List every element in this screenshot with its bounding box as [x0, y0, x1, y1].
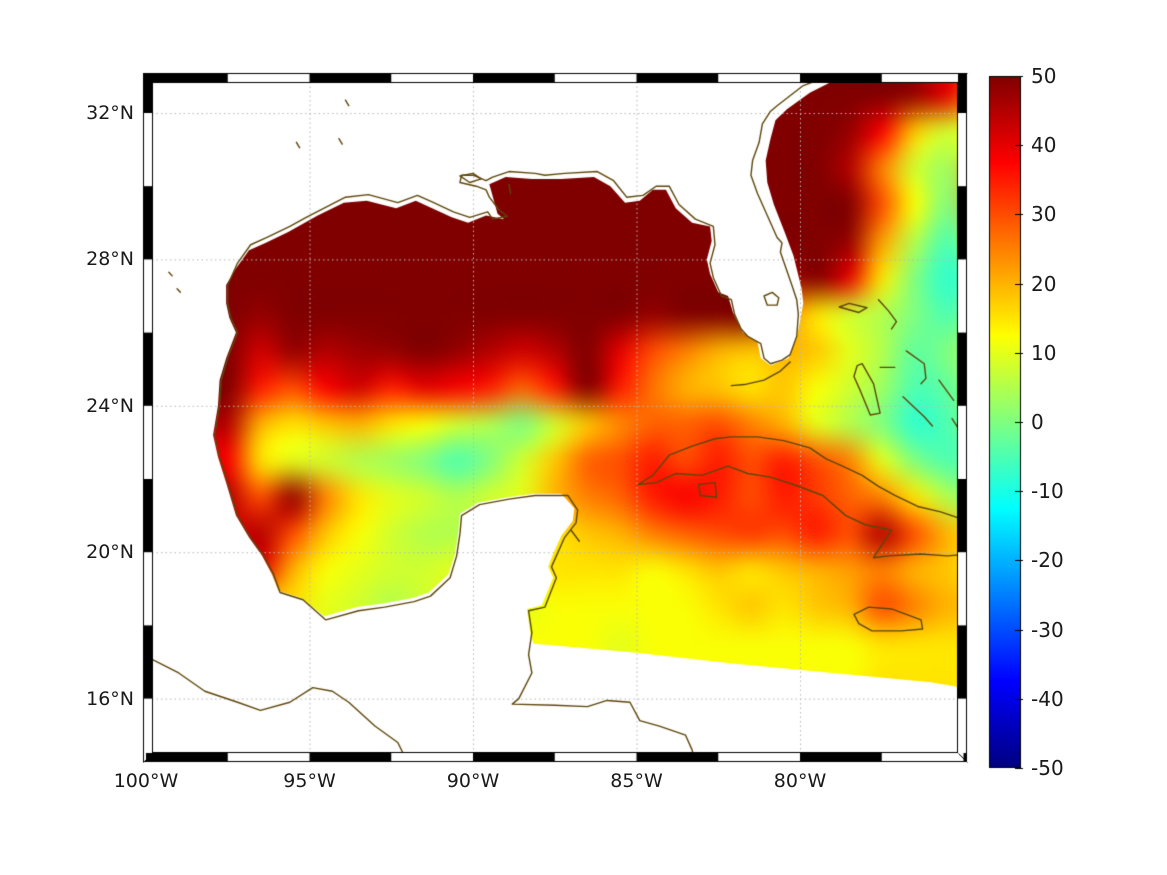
y-axis-tick-label: 28°N [86, 248, 134, 271]
colorbar-tick-label: 0 [1031, 410, 1044, 434]
colorbar-tick-label: 40 [1031, 133, 1057, 158]
colorbar-tick-label: -40 [1031, 686, 1064, 711]
colorbar-tick-label: 10 [1031, 340, 1057, 365]
colorbar-tick-label: -20 [1031, 548, 1064, 573]
x-axis-tick-label: 100°W [113, 770, 179, 792]
x-axis-tick-label: 90°W [446, 770, 500, 792]
colorbar-tick-label: 30 [1031, 202, 1057, 227]
y-axis-tick-label: 32°N [86, 102, 134, 124]
colorbar-tick-label: 20 [1031, 271, 1057, 296]
colorbar-tick-label: -30 [1031, 617, 1064, 642]
colorbar-tick-label: 50 [1031, 64, 1057, 88]
x-axis-tick-label: 85°W [610, 770, 663, 792]
y-axis-tick-label: 24°N [86, 394, 134, 417]
colorbar-tick-label: -50 [1031, 756, 1064, 780]
x-axis-tick-label: 95°W [283, 770, 336, 792]
colorbar-tick-label: -10 [1031, 479, 1064, 504]
x-axis-tick-label: 80°W [773, 770, 827, 792]
y-axis-tick-label: 16°N [86, 687, 134, 710]
y-axis-tick-label: 20°N [86, 541, 134, 564]
